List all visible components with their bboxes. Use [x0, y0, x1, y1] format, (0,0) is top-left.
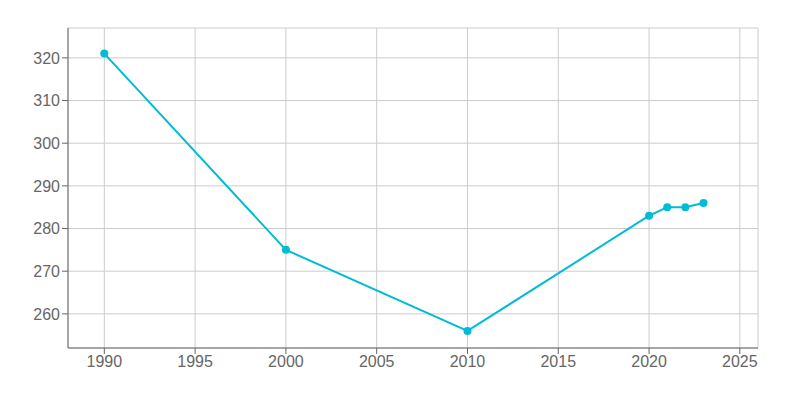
svg-text:270: 270 — [33, 263, 60, 280]
svg-text:320: 320 — [33, 50, 60, 67]
svg-text:2000: 2000 — [268, 353, 304, 370]
svg-text:1995: 1995 — [177, 353, 213, 370]
svg-text:2020: 2020 — [631, 353, 667, 370]
svg-text:290: 290 — [33, 178, 60, 195]
svg-text:2005: 2005 — [359, 353, 395, 370]
svg-text:2015: 2015 — [540, 353, 576, 370]
svg-text:2025: 2025 — [722, 353, 758, 370]
svg-text:280: 280 — [33, 220, 60, 237]
svg-text:300: 300 — [33, 135, 60, 152]
svg-text:1990: 1990 — [87, 353, 123, 370]
svg-text:260: 260 — [33, 306, 60, 323]
svg-text:2010: 2010 — [450, 353, 486, 370]
svg-text:310: 310 — [33, 92, 60, 109]
